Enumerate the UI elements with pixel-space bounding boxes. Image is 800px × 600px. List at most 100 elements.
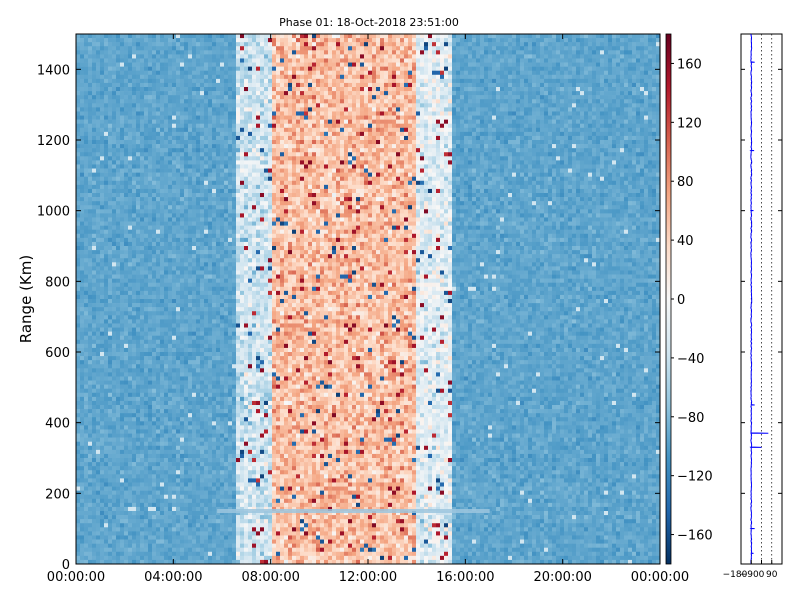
- heatmap-cell: [196, 495, 200, 499]
- heatmap-cell: [192, 548, 196, 552]
- heatmap-cell: [192, 67, 196, 71]
- heatmap-cell: [156, 54, 160, 58]
- heatmap-cell: [144, 344, 148, 348]
- heatmap-cell: [168, 132, 172, 136]
- heatmap-cell: [100, 438, 104, 442]
- heatmap-cell: [208, 421, 212, 425]
- heatmap-cell: [200, 291, 204, 295]
- heatmap-cell: [160, 116, 164, 120]
- heatmap-cell: [144, 50, 148, 54]
- heatmap-cell: [124, 487, 128, 491]
- heatmap-cell: [204, 535, 208, 539]
- heatmap-cell: [84, 144, 88, 148]
- heatmap-cell: [84, 495, 88, 499]
- heatmap-cell: [132, 385, 136, 389]
- heatmap-cell: [80, 254, 84, 258]
- heatmap-cell: [88, 71, 92, 75]
- heatmap-cell: [84, 185, 88, 189]
- heatmap-cell: [168, 364, 172, 368]
- heatmap-cell: [220, 332, 224, 336]
- heatmap-cell: [184, 381, 188, 385]
- heatmap-cell: [164, 217, 168, 221]
- heatmap-cell: [140, 503, 144, 507]
- heatmap-cell: [128, 303, 132, 307]
- heatmap-cell: [208, 54, 212, 58]
- heatmap-cell: [160, 258, 164, 262]
- heatmap-cell: [192, 372, 196, 376]
- heatmap-cell: [124, 169, 128, 173]
- heatmap-cell: [80, 287, 84, 291]
- heatmap-cell: [172, 478, 176, 482]
- heatmap-cell: [204, 250, 208, 254]
- heatmap-cell: [144, 46, 148, 50]
- heatmap-cell: [120, 519, 124, 523]
- heatmap-cell: [224, 275, 228, 279]
- heatmap-cell: [108, 75, 112, 79]
- heatmap-cell: [124, 429, 128, 433]
- heatmap-cell: [104, 548, 108, 552]
- heatmap-cell: [204, 217, 208, 221]
- heatmap-cell: [92, 63, 96, 67]
- heatmap-cell: [168, 213, 172, 217]
- heatmap-cell: [92, 287, 96, 291]
- heatmap-cell: [208, 79, 212, 83]
- heatmap-cell: [116, 83, 120, 87]
- heatmap-cell: [212, 519, 216, 523]
- heatmap-cell: [184, 348, 188, 352]
- heatmap-cell: [92, 328, 96, 332]
- heatmap-cell: [160, 478, 164, 482]
- heatmap-cell: [144, 148, 148, 152]
- heatmap-cell: [120, 450, 124, 454]
- heatmap-cell: [164, 474, 168, 478]
- heatmap-cell: [156, 503, 160, 507]
- heatmap-cell: [132, 303, 136, 307]
- heatmap-cell: [208, 507, 212, 511]
- heatmap-cell: [224, 136, 228, 140]
- heatmap-cell: [212, 103, 216, 107]
- heatmap-cell: [164, 42, 168, 46]
- heatmap-cell: [76, 438, 80, 442]
- heatmap-cell: [156, 136, 160, 140]
- heatmap-cell: [184, 446, 188, 450]
- heatmap-cell: [116, 442, 120, 446]
- heatmap-cell: [204, 405, 208, 409]
- heatmap-cell: [104, 75, 108, 79]
- heatmap-cell: [196, 409, 200, 413]
- heatmap-cell: [88, 226, 92, 230]
- heatmap-cell: [148, 140, 152, 144]
- heatmap-cell: [128, 111, 132, 115]
- heatmap-cell: [152, 454, 156, 458]
- heatmap-cell: [124, 234, 128, 238]
- heatmap-cell: [224, 336, 228, 340]
- heatmap-cell: [164, 234, 168, 238]
- heatmap-cell: [84, 401, 88, 405]
- heatmap-cell: [220, 201, 224, 205]
- heatmap-cell: [88, 311, 92, 315]
- heatmap-cell: [184, 58, 188, 62]
- heatmap-cell: [192, 275, 196, 279]
- heatmap-cell: [136, 156, 140, 160]
- heatmap-cell: [228, 226, 232, 230]
- heatmap-cell: [148, 156, 152, 160]
- heatmap-cell: [196, 291, 200, 295]
- heatmap-cell: [148, 470, 152, 474]
- heatmap-cell: [164, 246, 168, 250]
- heatmap-cell: [204, 454, 208, 458]
- heatmap-cell: [204, 222, 208, 226]
- heatmap-cell: [192, 58, 196, 62]
- heatmap-cell: [156, 148, 160, 152]
- heatmap-cell: [200, 397, 204, 401]
- heatmap-cell: [216, 91, 220, 95]
- heatmap-cell: [180, 287, 184, 291]
- heatmap-cell: [156, 169, 160, 173]
- heatmap-cell: [92, 503, 96, 507]
- heatmap-cell: [132, 425, 136, 429]
- heatmap-cell: [84, 556, 88, 560]
- heatmap-cell: [88, 323, 92, 327]
- heatmap-cell: [96, 552, 100, 556]
- heatmap-cell: [200, 458, 204, 462]
- heatmap-cell: [160, 173, 164, 177]
- heatmap-cell: [220, 291, 224, 295]
- heatmap-cell: [192, 319, 196, 323]
- heatmap-cell: [88, 160, 92, 164]
